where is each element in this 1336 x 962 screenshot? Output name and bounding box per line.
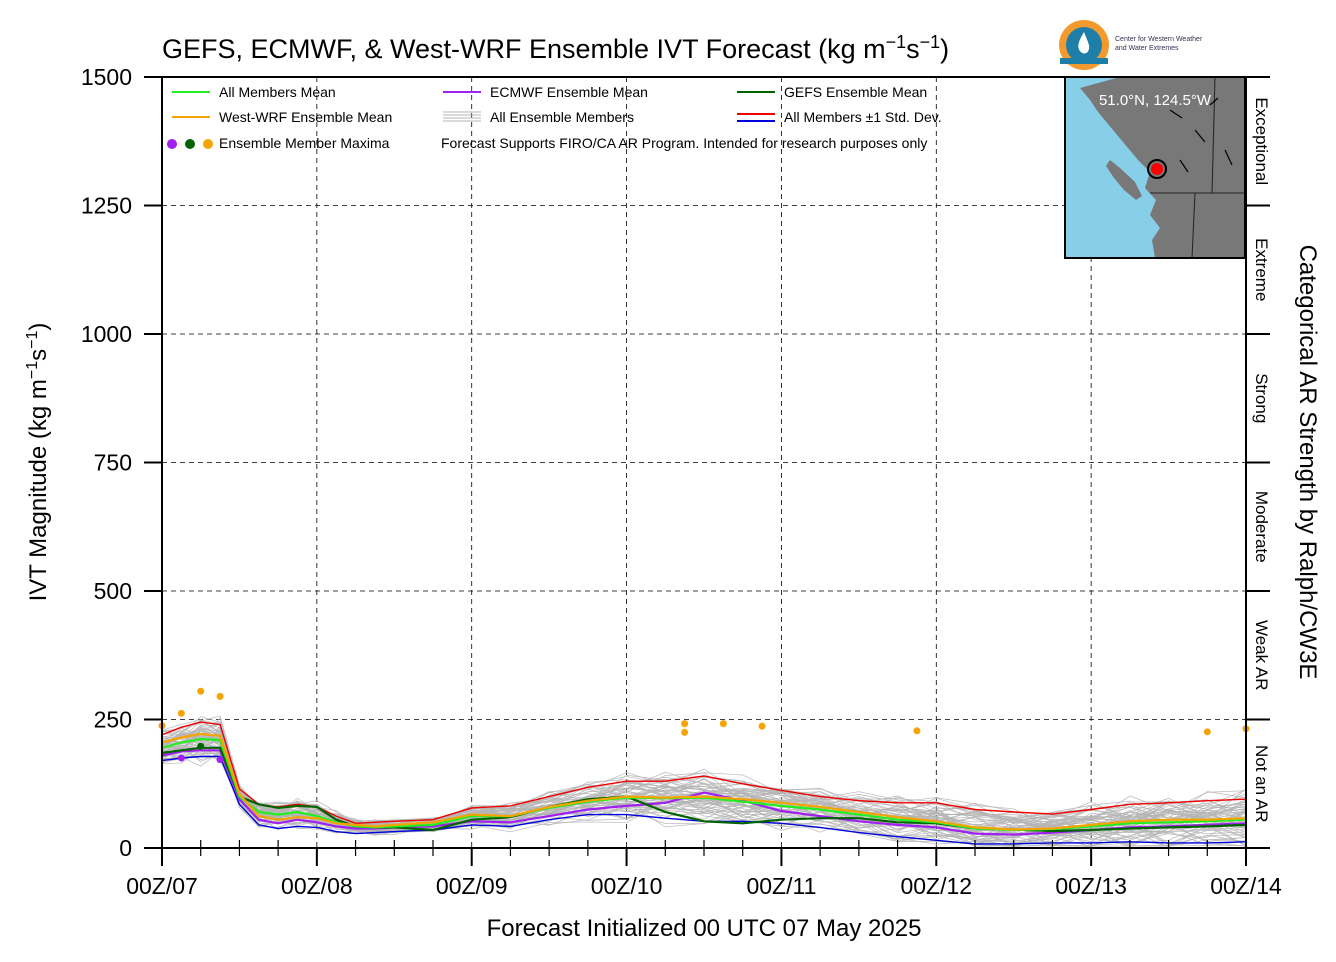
maxima-point <box>216 756 224 764</box>
logo-wave-band <box>1060 58 1108 64</box>
plot-area <box>158 77 1250 848</box>
right-axis-label: Categorical AR Strength by Ralph/CW3E <box>1294 245 1321 680</box>
map-border-line <box>1150 76 1245 259</box>
maxima-point <box>913 727 921 735</box>
location-inset-map: 51.0°N, 124.5°W <box>1064 76 1246 259</box>
y-tick-label: 750 <box>94 450 132 476</box>
cw3e-logo: Center for Western Weather and Water Ext… <box>1059 20 1203 70</box>
map-coordinates: 51.0°N, 124.5°W <box>1099 92 1212 109</box>
maxima-point <box>719 720 727 728</box>
legend-label-maxima: Ensemble Member Maxima <box>219 135 390 151</box>
maxima-point <box>1203 728 1211 736</box>
legend-label-ecmwf-mean: ECMWF Ensemble Mean <box>490 84 648 100</box>
y-tick-label: 1250 <box>81 193 132 219</box>
maxima-point <box>681 728 689 736</box>
maxima-point <box>197 742 205 750</box>
x-tick-label: 00Z/11 <box>746 873 816 899</box>
series-line-std-lower <box>161 755 1247 845</box>
logo-text-line2: and Water Extremes <box>1115 45 1179 52</box>
legend: All Members Mean ECMWF Ensemble Mean GEF… <box>167 84 942 151</box>
legend-swatch-members <box>443 111 481 122</box>
legend-label-std: All Members ±1 Std. Dev. <box>784 109 942 125</box>
map-rivers <box>1169 97 1233 173</box>
y-axis-label: IVT Magnitude (kg m−1s−1) <box>24 323 52 602</box>
ensemble-member-line <box>161 717 1247 824</box>
y-tick-label: 1000 <box>81 321 132 347</box>
legend-marker-max-ecmwf <box>167 139 177 149</box>
maxima-point <box>681 720 689 728</box>
maxima-point <box>197 687 205 695</box>
legend-label-gefs-mean: GEFS Ensemble Mean <box>784 84 927 100</box>
legend-marker-max-gefs <box>185 139 195 149</box>
category-label: Weak AR <box>1252 620 1271 691</box>
x-tick-label: 00Z/14 <box>1210 873 1282 899</box>
series-line-westwrf-mean <box>161 732 1247 831</box>
x-tick-label: 00Z/12 <box>900 873 972 899</box>
water-drop-icon <box>1078 32 1090 54</box>
y-tick-label: 500 <box>94 578 132 604</box>
x-tick-label: 00Z/07 <box>126 873 198 899</box>
maxima-point <box>177 709 185 717</box>
x-tick-label: 00Z/13 <box>1055 873 1127 899</box>
chart-title: GEFS, ECMWF, & West-WRF Ensemble IVT For… <box>162 32 949 64</box>
category-label: Not an AR <box>1252 745 1271 823</box>
x-tick-label: 00Z/08 <box>281 873 353 899</box>
maxima-point <box>758 722 766 730</box>
maxima-point <box>177 754 185 762</box>
x-axis-label: Forecast Initialized 00 UTC 07 May 2025 <box>487 915 922 942</box>
logo-text-line1: Center for Western Weather <box>1115 36 1203 43</box>
ensemble-member-line <box>161 721 1247 822</box>
legend-label-all-mean: All Members Mean <box>219 84 336 100</box>
ensemble-member-line <box>161 723 1247 826</box>
x-tick-label: 00Z/09 <box>436 873 508 899</box>
category-label: Exceptional <box>1252 97 1271 185</box>
legend-label-westwrf-mean: West-WRF Ensemble Mean <box>219 109 392 125</box>
disclaimer-note: Forecast Supports FIRO/CA AR Program. In… <box>441 135 927 151</box>
y-tick-label: 250 <box>94 707 132 733</box>
maxima-point <box>216 692 224 700</box>
y-tick-label: 1500 <box>81 64 132 90</box>
ensemble-member-line <box>161 728 1247 828</box>
location-marker-ring <box>1147 159 1167 179</box>
series-line-ecmwf-mean <box>161 749 1247 836</box>
category-label: Strong <box>1252 373 1271 423</box>
category-label: Moderate <box>1252 491 1271 563</box>
map-island <box>1106 160 1142 200</box>
category-label: Extreme <box>1252 238 1271 301</box>
y-tick-label: 0 <box>119 835 132 861</box>
legend-marker-max-westwrf <box>203 139 213 149</box>
location-marker <box>1151 163 1163 175</box>
x-tick-label: 00Z/10 <box>591 873 663 899</box>
map-frame <box>1064 76 1246 259</box>
legend-label-members: All Ensemble Members <box>490 109 634 125</box>
